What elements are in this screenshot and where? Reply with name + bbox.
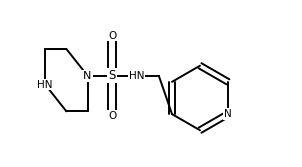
Text: N: N	[224, 109, 232, 119]
Text: O: O	[108, 31, 116, 41]
Text: HN: HN	[129, 71, 144, 81]
Text: N: N	[83, 71, 92, 81]
Text: O: O	[108, 111, 116, 121]
Text: S: S	[108, 69, 116, 82]
Text: HN: HN	[37, 80, 53, 90]
